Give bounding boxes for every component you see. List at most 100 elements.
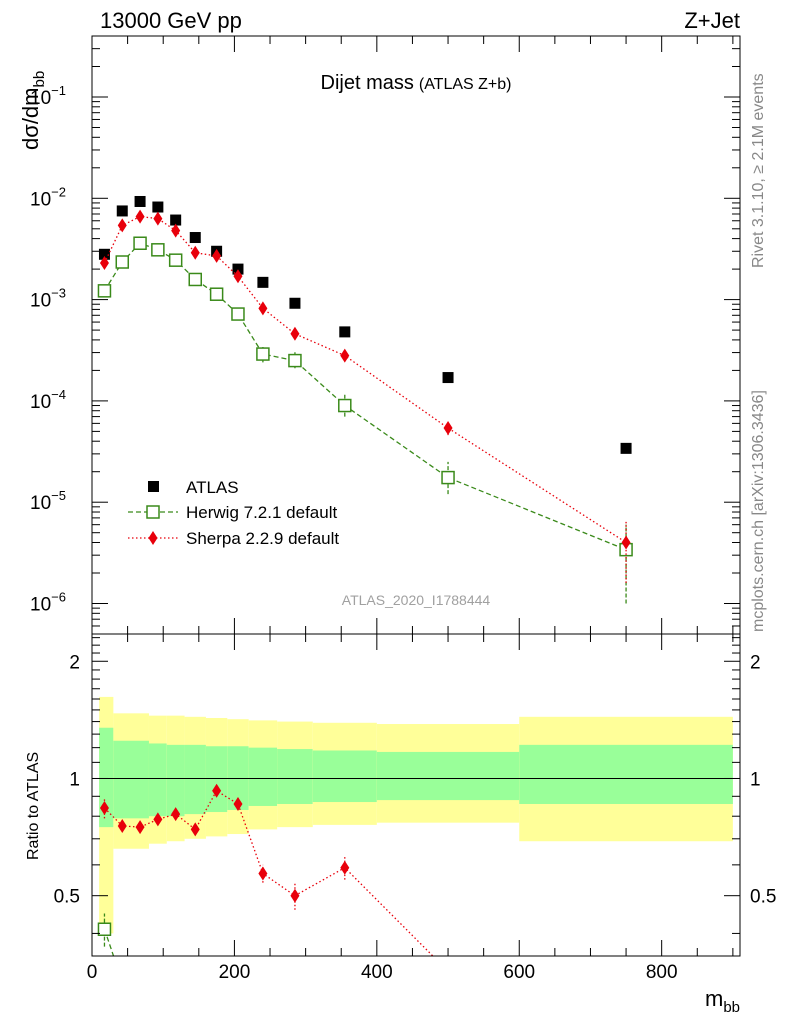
ratio-herwig-point [97, 922, 112, 936]
main-sherpa-point [171, 223, 181, 238]
main-plot-layer [97, 195, 633, 604]
main-sherpa-point [135, 209, 145, 224]
main-atlas-point [98, 248, 110, 260]
uncertainty-band-green [113, 740, 149, 819]
main-sherpa-point [117, 218, 127, 233]
main-herwig-point [231, 307, 245, 321]
main-axes: 10−610−510−410−310−210−1 [30, 36, 740, 634]
ratio-y-tick-label: 2 [69, 652, 80, 673]
main-atlas-point [232, 263, 244, 275]
main-herwig-point [151, 243, 165, 257]
main-herwig-point [441, 470, 455, 485]
ratio-herwig-point [116, 976, 128, 988]
main-sherpa-line [103, 215, 627, 544]
main-atlas-point [189, 232, 201, 244]
y-tick-exponent: −1 [51, 83, 66, 98]
plot-title-sub: (ATLAS Z+b) [419, 76, 512, 93]
ratio-sherpa-point [135, 820, 145, 835]
main-sherpa-point [212, 248, 222, 263]
y-axis-label-base: dσ/dm [18, 88, 43, 151]
x-axis-label-sub: bb [723, 999, 740, 1016]
uncertainty-band-green [519, 744, 733, 804]
ratio-sherpa-point [117, 819, 127, 834]
uncertainty-band-green [277, 749, 313, 804]
main-herwig-point [288, 353, 302, 368]
main-sherpa-point [621, 535, 631, 550]
legend-marker-sherpa [148, 531, 158, 545]
x-tick-label: 400 [361, 962, 393, 983]
legend-marker-herwig [146, 505, 160, 519]
main-atlas-point [152, 201, 164, 213]
y-tick-exponent: −2 [51, 184, 66, 199]
x-tick-label: 0 [87, 962, 98, 983]
main-atlas-point [289, 297, 301, 309]
uncertainty-band-green [376, 751, 520, 801]
ratio-sherpa-point [340, 860, 350, 875]
legend-entry-atlas: ATLAS [148, 478, 239, 497]
legend: ATLAS Herwig 7.2.1 default Sherpa 2.2.9 … [128, 478, 339, 548]
ratio-sherpa-point [99, 800, 109, 815]
uncertainty-band-green [205, 746, 228, 813]
uncertainty-band-green [312, 750, 377, 803]
main-sherpa-point [443, 421, 453, 436]
y-tick-exponent: −6 [51, 590, 66, 605]
y-axis-label-sub: bb [31, 71, 48, 88]
uncertainty-band-green [248, 747, 278, 806]
ratio-sherpa-point [153, 812, 163, 827]
main-herwig-line [103, 242, 627, 551]
legend-label-herwig: Herwig 7.2.1 default [186, 503, 337, 522]
main-sherpa-point [258, 301, 268, 316]
ratio-y-tick-label-right: 1 [750, 769, 761, 790]
main-herwig-point [338, 398, 352, 413]
ratio-panel: 0 200 400 600 800 0.5 0.5 1 1 2 2 Ratio to ATLAS [25, 633, 776, 988]
main-herwig-point [188, 272, 203, 287]
ratio-plot-layer [92, 696, 740, 988]
main-atlas-point [257, 276, 269, 288]
main-herwig-point [115, 255, 130, 269]
x-tick-label: 200 [219, 962, 251, 983]
y-tick-exponent: −3 [51, 286, 66, 301]
main-plot-title: Dijet mass (ATLAS Z+b) [321, 72, 512, 94]
process-label: Z+Jet [684, 8, 740, 33]
uncertainty-band-green [184, 744, 206, 815]
ratio-y-tick-label: 0.5 [54, 887, 80, 908]
ratio-axes: 0 200 400 600 800 0.5 0.5 1 1 2 2 [54, 634, 776, 983]
plot-title-main: Dijet mass [321, 72, 414, 94]
y-tick-exponent: −4 [51, 387, 66, 402]
legend-label-atlas: ATLAS [186, 478, 239, 497]
y-tick-label: 10−5 [30, 488, 66, 514]
ratio-sherpa-point [190, 822, 200, 837]
mcplots-side-label: mcplots.cern.ch [arXiv:1306.3436] [750, 390, 767, 632]
y-tick-label: 10−3 [30, 286, 66, 312]
main-sherpa-point [190, 245, 200, 260]
main-herwig-point [97, 284, 112, 298]
y-tick-label: 10−4 [30, 387, 66, 413]
ratio-sherpa-point [171, 807, 181, 822]
main-herwig-point [168, 253, 183, 267]
legend-entry-sherpa: Sherpa 2.2.9 default [128, 529, 339, 548]
ratio-panel-frame [91, 633, 741, 957]
main-herwig-point [133, 236, 147, 250]
ratio-sherpa-point [212, 783, 222, 798]
ratio-y-tick-label-right: 0.5 [750, 887, 776, 908]
x-axis-label: mbb [705, 986, 740, 1016]
analysis-watermark: ATLAS_2020_I1788444 [342, 592, 491, 608]
ratio-y-tick-label: 1 [69, 769, 80, 790]
x-tick-label: 800 [646, 962, 678, 983]
main-atlas-point [116, 205, 128, 217]
ratio-sherpa-point [233, 796, 243, 811]
main-sherpa-point [99, 255, 109, 270]
main-y-axis-label: dσ/dmbb [18, 71, 48, 150]
legend-marker-atlas [148, 481, 159, 492]
legend-label-sherpa: Sherpa 2.2.9 default [186, 529, 339, 548]
main-atlas-point [170, 214, 182, 226]
ratio-sherpa-point [258, 866, 268, 881]
y-tick-label: 10−6 [30, 590, 66, 616]
ratio-sherpa-point [444, 964, 453, 978]
main-herwig-point [209, 287, 224, 301]
ratio-sherpa-point [290, 888, 300, 903]
main-atlas-point [442, 372, 454, 384]
x-tick-label: 600 [503, 962, 535, 983]
uncertainty-band-green [148, 743, 167, 817]
